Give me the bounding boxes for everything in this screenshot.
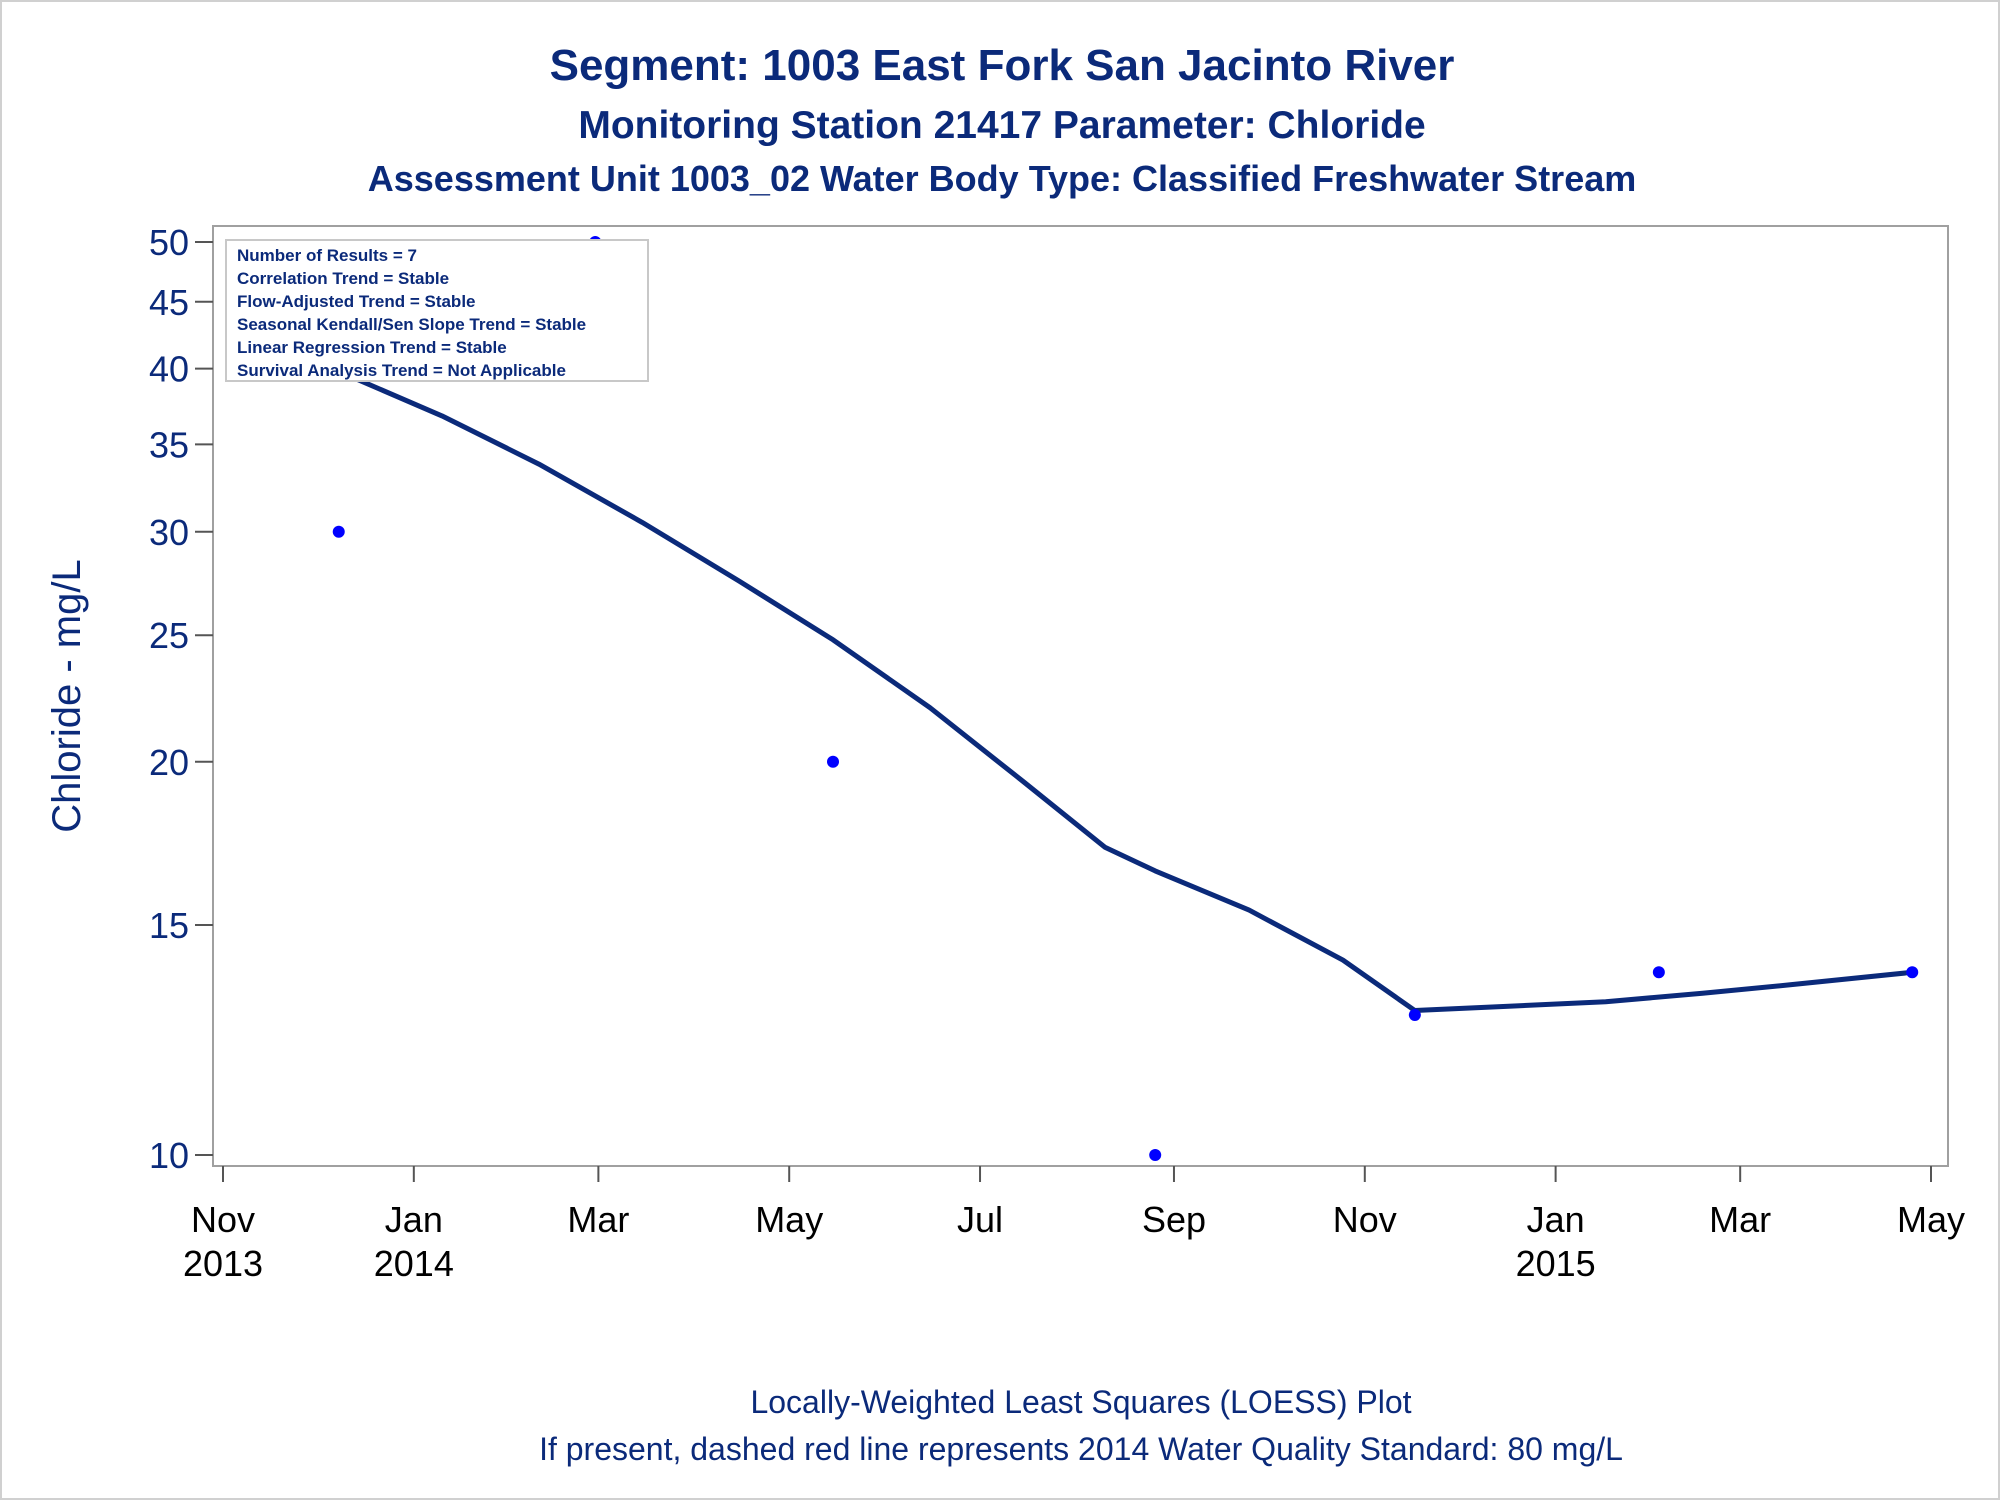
- y-tick-label-40: 40: [149, 349, 189, 390]
- x-tick-label-month-2: Mar: [567, 1199, 629, 1240]
- x-tick-label-month-9: May: [1897, 1199, 1965, 1240]
- data-point-5: [1652, 966, 1665, 979]
- chart-subtitle: Monitoring Station 21417 Parameter: Chlo…: [578, 104, 1425, 147]
- x-tick-label-month-4: Jul: [957, 1199, 1003, 1240]
- footnote-loess: Locally-Weighted Least Squares (LOESS) P…: [750, 1384, 1411, 1420]
- chart-subtitle-2: Assessment Unit 1003_02 Water Body Type:…: [368, 158, 1637, 199]
- stats-line-survival-analysis: Survival Analysis Trend = Not Applicable: [237, 361, 566, 380]
- stats-line-flow-adjusted: Flow-Adjusted Trend = Stable: [237, 292, 476, 311]
- y-tick-label-50: 50: [149, 222, 189, 263]
- footnote-standard: If present, dashed red line represents 2…: [539, 1431, 1623, 1467]
- x-tick-label-month-6: Nov: [1333, 1199, 1397, 1240]
- y-tick-label-30: 30: [149, 512, 189, 553]
- plot-area: [212, 225, 1949, 1167]
- loess-curve-layer: [336, 368, 1915, 1013]
- y-tick-label-45: 45: [149, 282, 189, 323]
- stats-line-seasonal-kendall: Seasonal Kendall/Sen Slope Trend = Stabl…: [237, 315, 586, 334]
- y-tick-label-35: 35: [149, 424, 189, 465]
- x-tick-label-month-0: Nov: [191, 1199, 255, 1240]
- data-point-2: [827, 755, 839, 768]
- data-point-4: [1408, 1008, 1421, 1021]
- y-tick-label-25: 25: [149, 615, 189, 656]
- stats-line-linear-regression: Linear Regression Trend = Stable: [237, 338, 507, 357]
- loess-line: [336, 368, 1915, 1013]
- y-tick-label-15: 15: [149, 905, 189, 946]
- stats-line-results: Number of Results = 7: [237, 246, 417, 265]
- y-axis: 10 15 20 25 30 35 40 45 50: [149, 222, 213, 1176]
- stats-box-frame: [225, 239, 649, 382]
- y-tick-label-10: 10: [149, 1135, 189, 1176]
- x-tick-label-year-0: 2013: [183, 1243, 263, 1284]
- x-tick-label-month-1: Jan: [385, 1199, 443, 1240]
- trend-stats-box: Number of Results = 7 Correlation Trend …: [225, 239, 649, 382]
- data-point-3: [1149, 1149, 1162, 1161]
- stats-line-correlation: Correlation Trend = Stable: [237, 269, 449, 288]
- x-tick-label-month-5: Sep: [1142, 1199, 1206, 1240]
- x-tick-label-month-7: Jan: [1527, 1199, 1585, 1240]
- x-tick-label-year-1: 2014: [374, 1243, 454, 1284]
- x-tick-label-month-3: May: [755, 1199, 823, 1240]
- chart-title: Segment: 1003 East Fork San Jacinto Rive…: [550, 41, 1455, 90]
- data-point-6: [1906, 966, 1919, 979]
- y-axis-label: Chloride - mg/L: [45, 559, 89, 832]
- x-tick-label-year-7: 2015: [1516, 1243, 1596, 1284]
- data-point-0: [332, 525, 345, 538]
- y-tick-label-20: 20: [149, 742, 189, 783]
- x-tick-label-month-8: Mar: [1709, 1199, 1771, 1240]
